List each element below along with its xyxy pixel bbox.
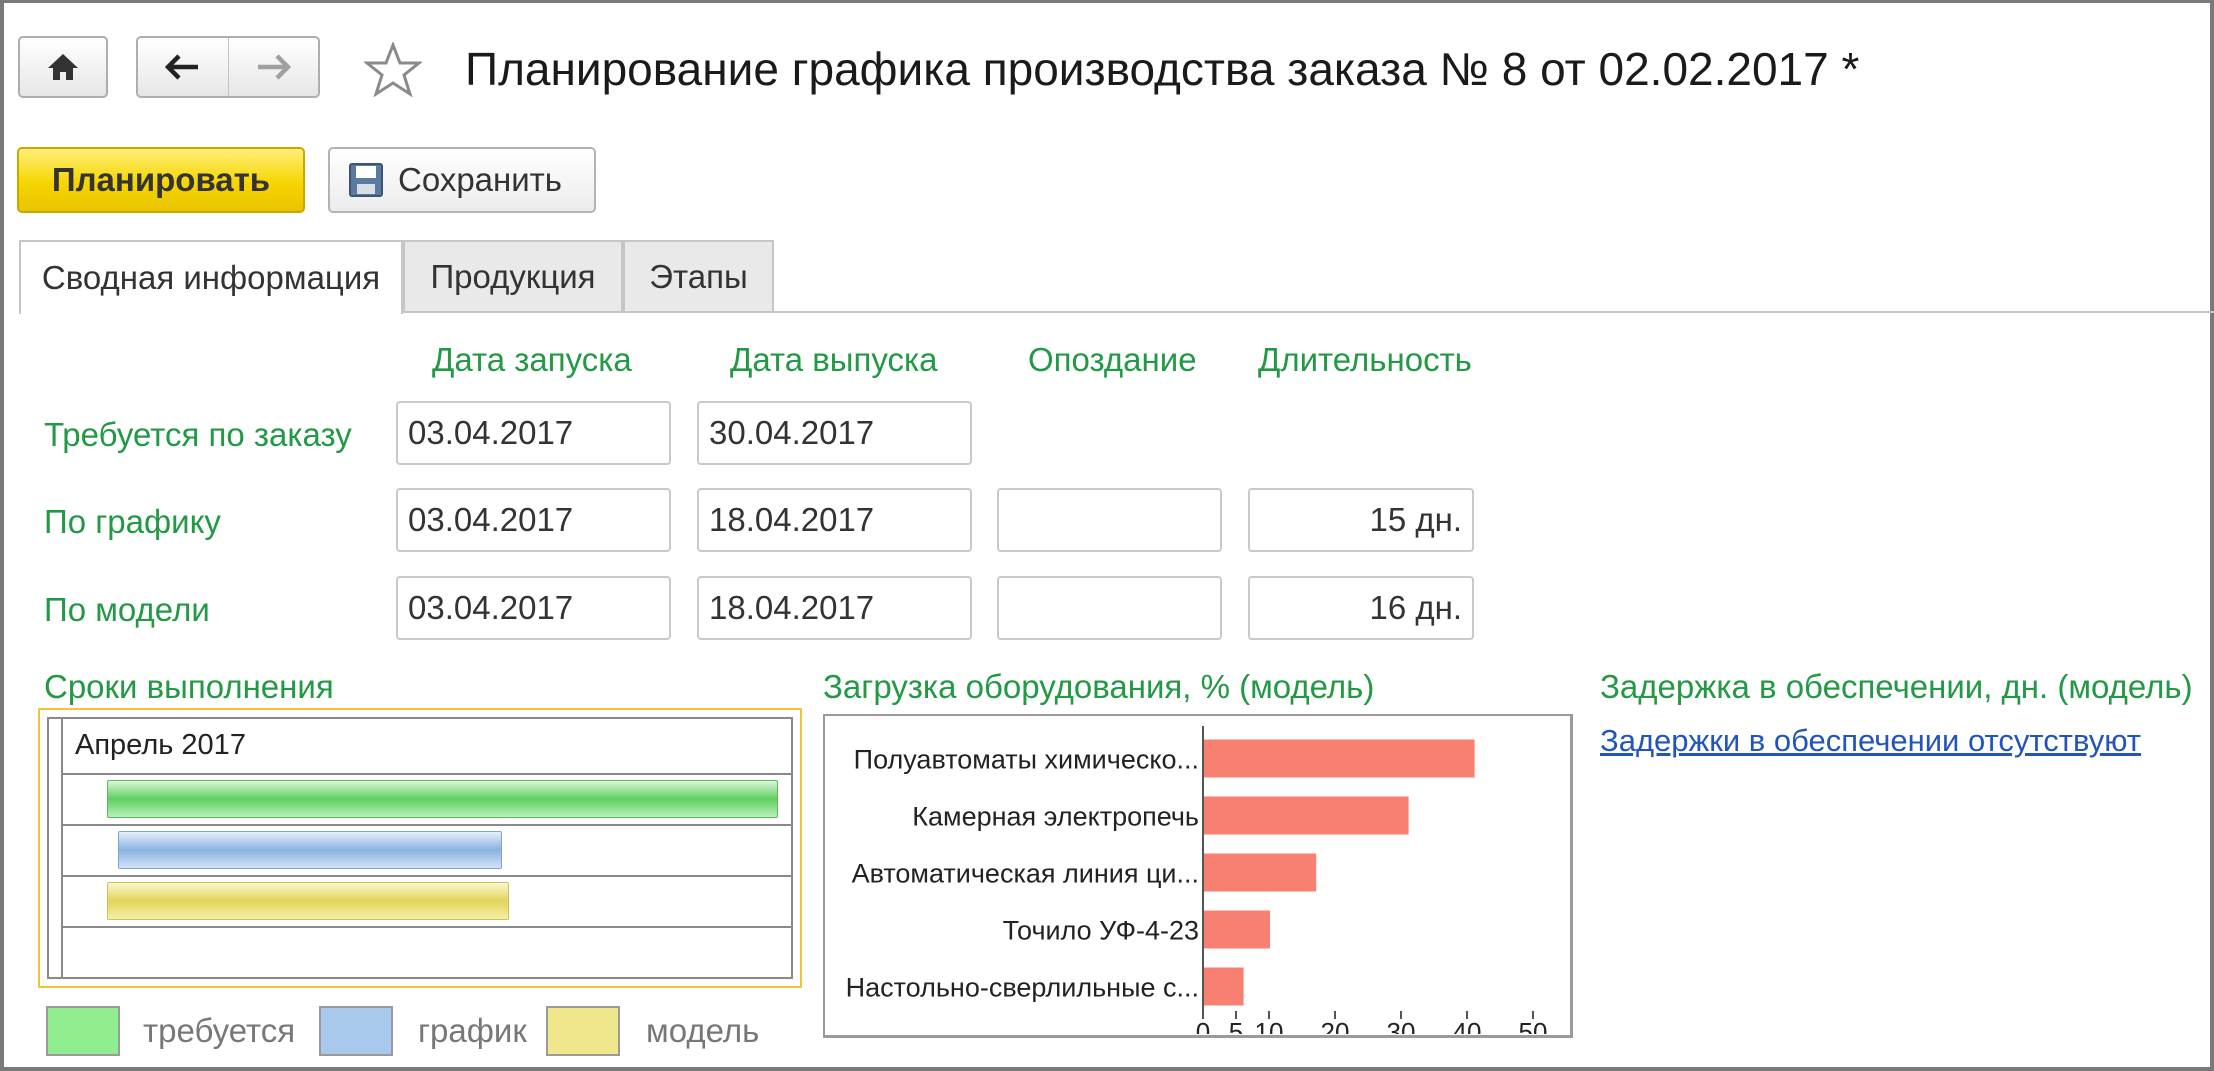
star-icon: [362, 40, 424, 98]
chart-bar: [1204, 967, 1244, 1006]
timeline-row-line: [61, 773, 791, 775]
timeline-left-divider: [61, 719, 63, 977]
timeline-bar-schedule[interactable]: [117, 831, 502, 869]
chart-tick-label: 40: [1453, 1017, 1482, 1034]
chart-tick-label: 10: [1255, 1017, 1284, 1034]
chart-bar: [1204, 796, 1409, 835]
legend-label-required: требуется: [143, 1012, 296, 1049]
timeline-month: Апрель 2017: [75, 729, 246, 761]
timeline-row-line: [61, 875, 791, 877]
chart-category-label: Полуавтоматы химическо...: [854, 745, 1199, 775]
chart-category-label: Точило УФ-4-23: [1003, 916, 1199, 946]
home-button[interactable]: [18, 36, 108, 98]
row-label-model: По модели: [44, 591, 210, 628]
forward-button[interactable]: [229, 38, 319, 96]
col-duration: Длительность: [1258, 341, 1472, 378]
chart-tick-label: 20: [1321, 1017, 1350, 1034]
row-label-required: Требуется по заказу: [44, 416, 352, 453]
schedule-duration-field[interactable]: 15 дн.: [1248, 488, 1474, 552]
supply-delay-title: Задержка в обеспечении, дн. (модель): [1600, 668, 2193, 705]
timeline-row-line: [61, 824, 791, 826]
legend-label-schedule: график: [418, 1012, 527, 1049]
chart-tick-label: 30: [1387, 1017, 1416, 1034]
chart-category-label: Настольно-сверлильные с...: [846, 973, 1199, 1003]
row-label-schedule: По графику: [44, 503, 221, 540]
equipment-chart-svg: Полуавтоматы химическо... Камерная электр…: [846, 726, 1548, 1034]
supply-delay-link[interactable]: Задержки в обеспечении отсутствуют: [1600, 723, 2142, 758]
chart-tick-label: 0: [1196, 1017, 1210, 1034]
timeline-panel[interactable]: Апрель 2017: [38, 708, 802, 988]
chart-category-label: Камерная электропечь: [912, 802, 1199, 832]
arrow-right-icon: [258, 54, 292, 80]
equipment-chart[interactable]: Полуавтоматы химическо... Камерная электр…: [823, 714, 1573, 1038]
timeline-row-line: [61, 926, 791, 928]
tab-summary[interactable]: Сводная информация: [19, 240, 403, 314]
col-end-date: Дата выпуска: [730, 341, 938, 378]
legend-swatch-model: [546, 1006, 620, 1056]
model-start-field[interactable]: 03.04.2017: [396, 576, 671, 640]
chart-category-label: Автоматическая линия ци...: [852, 859, 1199, 889]
schedule-start-field[interactable]: 03.04.2017: [396, 488, 671, 552]
col-delay: Опоздание: [1028, 341, 1197, 378]
timeline-title: Сроки выполнения: [44, 668, 334, 705]
chart-bar: [1204, 853, 1317, 892]
page-title: Планирование графика производства заказа…: [465, 43, 1860, 95]
save-button-label: Сохранить: [398, 161, 562, 198]
required-start-field[interactable]: 03.04.2017: [396, 401, 671, 465]
plan-button[interactable]: Планировать: [17, 147, 305, 213]
col-start-date: Дата запуска: [432, 341, 632, 378]
favorite-button[interactable]: [362, 40, 424, 103]
legend-swatch-required: [46, 1006, 120, 1056]
chart-tick-label: 50: [1519, 1017, 1548, 1034]
model-delay-field[interactable]: [997, 576, 1222, 640]
chart-bar: [1204, 910, 1270, 949]
required-end-field[interactable]: 30.04.2017: [697, 401, 972, 465]
timeline-grid: Апрель 2017: [47, 717, 793, 979]
model-duration-field[interactable]: 16 дн.: [1248, 576, 1474, 640]
legend-label-model: модель: [646, 1012, 760, 1049]
arrow-left-icon: [164, 54, 198, 80]
schedule-delay-field[interactable]: [997, 488, 1222, 552]
timeline-bar-model[interactable]: [106, 882, 510, 920]
nav-history: [136, 36, 320, 98]
tab-stages[interactable]: Этапы: [623, 240, 774, 312]
equipment-chart-title: Загрузка оборудования, % (модель): [823, 668, 1375, 705]
home-icon: [48, 54, 78, 80]
tab-underline: [19, 311, 2214, 313]
tab-products[interactable]: Продукция: [403, 240, 623, 312]
back-button[interactable]: [138, 38, 229, 96]
schedule-end-field[interactable]: 18.04.2017: [697, 488, 972, 552]
legend-swatch-schedule: [319, 1006, 393, 1056]
save-button[interactable]: Сохранить: [328, 147, 596, 213]
chart-bar: [1204, 739, 1475, 778]
model-end-field[interactable]: 18.04.2017: [697, 576, 972, 640]
save-icon: [349, 163, 383, 197]
timeline-bar-required[interactable]: [106, 780, 779, 818]
chart-tick-label: 5: [1229, 1017, 1243, 1034]
